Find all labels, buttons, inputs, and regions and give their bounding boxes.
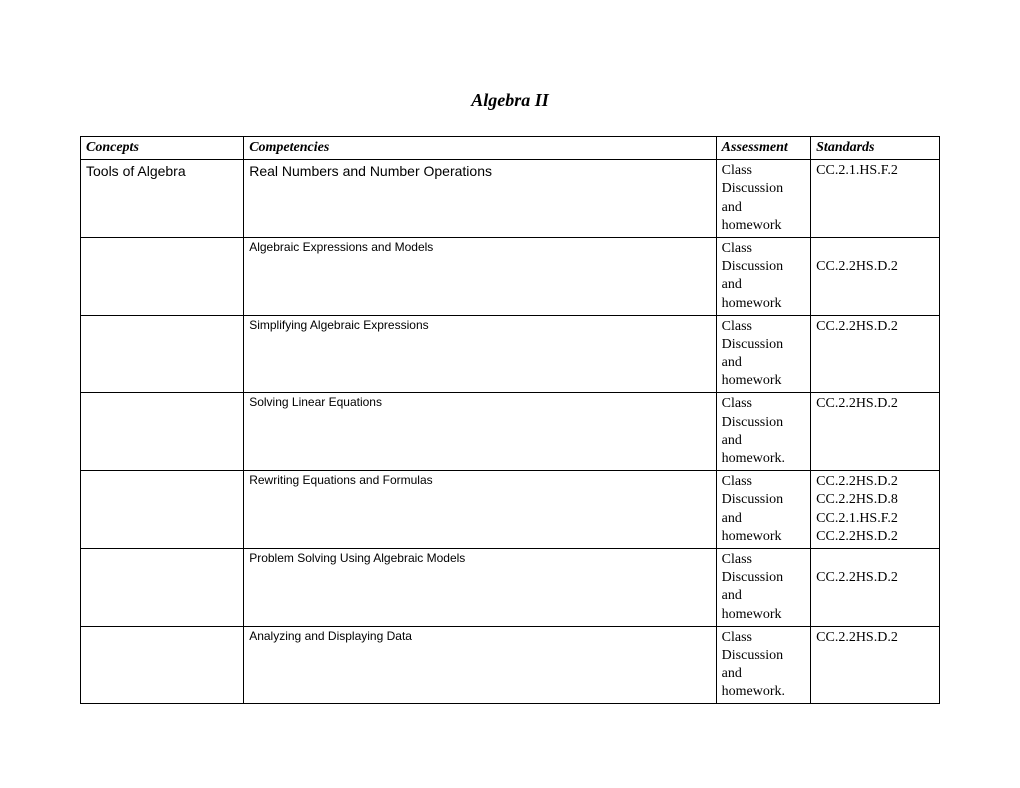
standard-code: CC.2.2HS.D.2 [816,318,934,336]
page-title: Algebra II [80,90,940,111]
assessment-cell: Class Discussion and homework [716,237,810,315]
standard-code: CC.2.2HS.D.2 [816,473,934,491]
header-assessment: Assessment [716,137,810,160]
table-row: Tools of AlgebraReal Numbers and Number … [81,160,940,238]
standard-code: CC.2.2HS.D.2 [816,258,934,276]
standard-code [816,240,934,258]
table-row: Algebraic Expressions and ModelsClass Di… [81,237,940,315]
standard-code [816,551,934,569]
concept-cell [81,315,244,393]
table-header-row: Concepts Competencies Assessment Standar… [81,137,940,160]
table-body: Tools of AlgebraReal Numbers and Number … [81,160,940,704]
standards-cell: CC.2.2HS.D.2 [811,548,940,626]
assessment-cell: Class Discussion and homework [716,548,810,626]
standard-code: CC.2.2HS.D.2 [816,528,934,546]
concept-cell: Tools of Algebra [81,160,244,238]
assessment-cell: Class Discussion and homework [716,160,810,238]
concept-cell [81,471,244,549]
assessment-cell: Class Discussion and homework [716,471,810,549]
header-competencies: Competencies [244,137,716,160]
header-standards: Standards [811,137,940,160]
standards-cell: CC.2.2HS.D.2 [811,315,940,393]
standards-cell: CC.2.2HS.D.2 [811,237,940,315]
standards-cell: CC.2.2HS.D.2 [811,393,940,471]
standard-code: CC.2.2HS.D.2 [816,629,934,647]
standard-code: CC.2.2HS.D.2 [816,395,934,413]
table-row: Analyzing and Displaying DataClass Discu… [81,626,940,704]
assessment-cell: Class Discussion and homework. [716,626,810,704]
competency-cell: Analyzing and Displaying Data [244,626,716,704]
competency-cell: Real Numbers and Number Operations [244,160,716,238]
standard-code: CC.2.1.HS.F.2 [816,162,934,180]
assessment-cell: Class Discussion and homework. [716,393,810,471]
header-concepts: Concepts [81,137,244,160]
standard-code: CC.2.1.HS.F.2 [816,510,934,528]
competency-cell: Solving Linear Equations [244,393,716,471]
standard-code: CC.2.2HS.D.8 [816,491,934,509]
competency-cell: Algebraic Expressions and Models [244,237,716,315]
concept-cell [81,393,244,471]
standards-cell: CC.2.1.HS.F.2 [811,160,940,238]
standards-cell: CC.2.2HS.D.2 [811,626,940,704]
table-row: Rewriting Equations and FormulasClass Di… [81,471,940,549]
standard-code: CC.2.2HS.D.2 [816,569,934,587]
table-row: Solving Linear EquationsClass Discussion… [81,393,940,471]
competency-cell: Simplifying Algebraic Expressions [244,315,716,393]
assessment-cell: Class Discussion and homework [716,315,810,393]
competency-cell: Problem Solving Using Algebraic Models [244,548,716,626]
concept-cell [81,626,244,704]
concept-cell [81,548,244,626]
standards-cell: CC.2.2HS.D.2CC.2.2HS.D.8CC.2.1.HS.F.2CC.… [811,471,940,549]
curriculum-table: Concepts Competencies Assessment Standar… [80,136,940,704]
concept-cell [81,237,244,315]
competency-cell: Rewriting Equations and Formulas [244,471,716,549]
table-row: Simplifying Algebraic ExpressionsClass D… [81,315,940,393]
table-row: Problem Solving Using Algebraic ModelsCl… [81,548,940,626]
